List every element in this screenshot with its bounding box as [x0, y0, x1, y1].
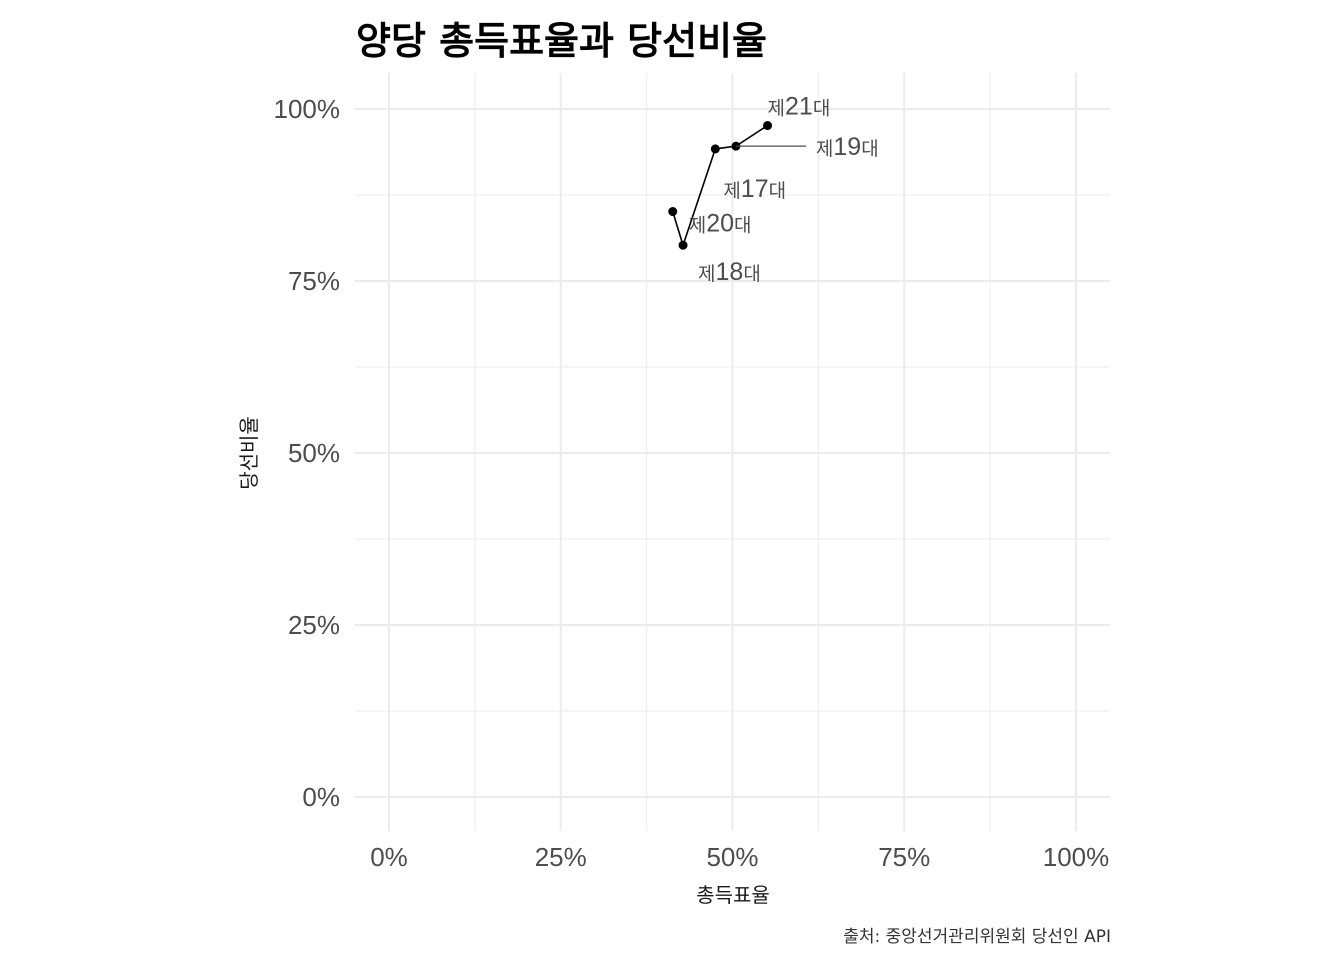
- x-axis-title: 총득표율: [696, 883, 770, 907]
- data-point: [710, 144, 720, 154]
- y-tick-label: 50%: [288, 438, 340, 468]
- data-point: [763, 121, 773, 131]
- x-tick-label: 0%: [370, 842, 408, 872]
- point-label: 제18대: [698, 258, 761, 286]
- point-label: 제20대: [689, 210, 752, 238]
- x-tick-label: 100%: [1043, 842, 1110, 872]
- y-tick-label: 75%: [288, 266, 340, 296]
- x-tick-label: 50%: [706, 842, 758, 872]
- y-tick-label: 25%: [288, 610, 340, 640]
- x-tick-label: 25%: [535, 842, 587, 872]
- chart-title: 양당 총득표율과 당선비율: [356, 19, 768, 63]
- x-axis-ticks: 0% 25% 50% 75% 100%: [370, 842, 1109, 872]
- series-line-group: [668, 121, 773, 250]
- point-label: 제17대: [723, 175, 786, 203]
- data-point: [668, 207, 678, 217]
- y-axis-title: 당선비율: [237, 416, 261, 490]
- y-tick-label: 100%: [274, 94, 341, 124]
- data-point: [678, 240, 688, 250]
- y-axis-ticks: 0% 25% 50% 75% 100%: [274, 94, 341, 812]
- x-tick-label: 75%: [878, 842, 930, 872]
- point-label: 제19대: [816, 133, 879, 161]
- major-gridlines: [355, 73, 1110, 831]
- caption: 출처: 중앙선거관리위원회 당선인 API: [843, 927, 1111, 947]
- point-label: 제21대: [768, 93, 831, 121]
- y-tick-label: 0%: [302, 782, 340, 812]
